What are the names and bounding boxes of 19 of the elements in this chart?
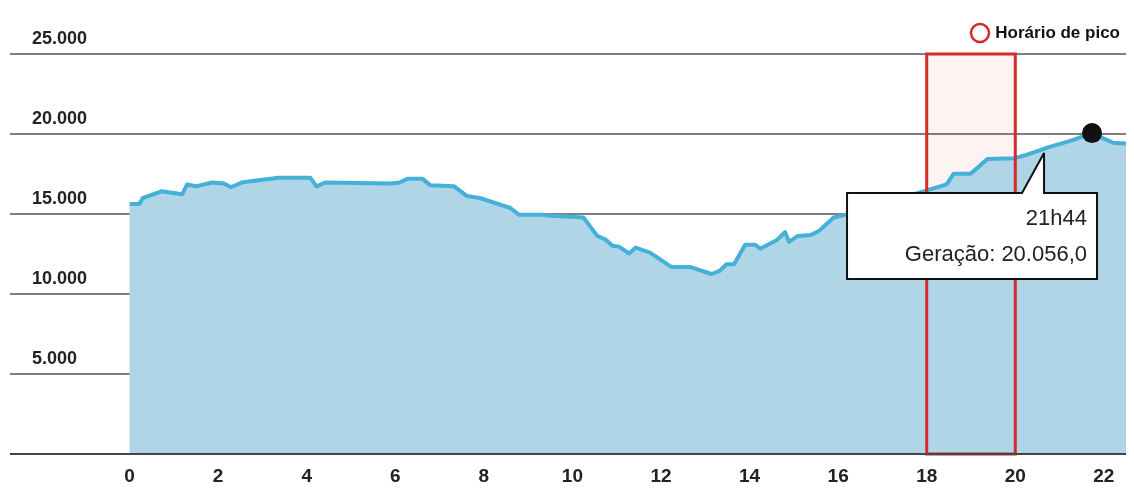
y-tick-label: 25.000 — [32, 28, 88, 48]
x-tick-label: 0 — [124, 465, 135, 486]
x-tick-label: 8 — [478, 465, 490, 486]
y-tick-label: 10.000 — [32, 268, 88, 288]
x-tick-label: 22 — [1093, 465, 1115, 486]
x-tick-label: 2 — [212, 465, 224, 486]
x-tick-label: 18 — [916, 465, 938, 486]
x-tick-label: 20 — [1004, 465, 1026, 486]
y-tick-label: 20.000 — [32, 108, 88, 128]
x-tick-label: 10 — [561, 465, 583, 486]
y-tick-label: 5.000 — [32, 348, 78, 368]
annotation: 21h44 Geração: 20.056,0 — [904, 205, 1088, 267]
legend-label: Horário de pico — [995, 23, 1120, 43]
x-tick-label: 14 — [739, 465, 761, 486]
y-tick-label: 15.000 — [32, 188, 88, 208]
x-tick-label: 6 — [390, 465, 401, 486]
x-tick-label: 16 — [827, 465, 849, 486]
x-tick-label: 4 — [301, 465, 313, 486]
x-tick-label: 12 — [650, 465, 672, 486]
